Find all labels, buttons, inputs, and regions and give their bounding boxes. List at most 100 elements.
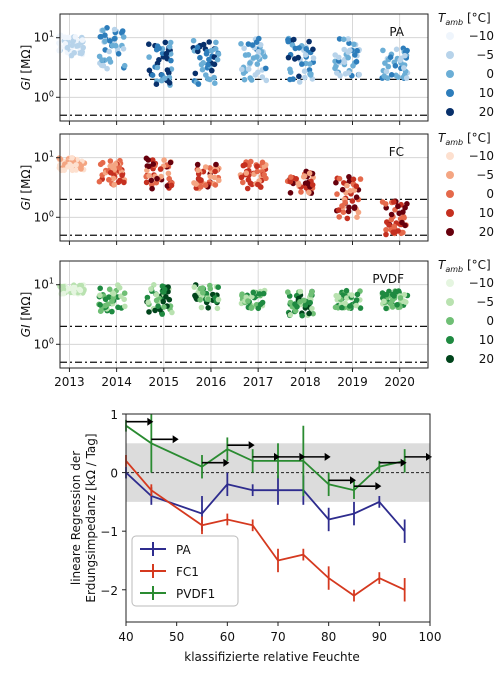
data-point	[287, 312, 294, 318]
data-point	[345, 36, 351, 42]
legend	[131, 535, 239, 607]
data-point	[215, 51, 222, 57]
data-point	[299, 312, 306, 319]
data-point	[70, 284, 77, 291]
data-point	[239, 66, 245, 73]
data-point	[161, 157, 167, 163]
data-point	[169, 309, 175, 316]
y-tick-label: 101	[34, 277, 54, 292]
data-point	[97, 308, 104, 315]
legend-marker	[446, 108, 454, 116]
data-point	[254, 69, 261, 76]
data-point	[116, 165, 123, 171]
data-point	[306, 170, 313, 177]
data-point	[75, 42, 81, 49]
x-tick-label: 2018	[290, 375, 321, 389]
data-point	[209, 67, 215, 74]
data-point	[287, 69, 294, 75]
data-point	[215, 284, 221, 291]
data-point	[349, 292, 355, 298]
data-point	[393, 46, 400, 53]
data-point	[107, 158, 114, 164]
data-point	[292, 45, 299, 52]
arrow-head	[172, 435, 179, 444]
data-point	[293, 176, 300, 182]
data-point	[403, 75, 410, 81]
data-point	[304, 180, 311, 187]
arrow-head	[350, 476, 356, 485]
data-point	[168, 57, 174, 64]
legend-label: PA	[176, 543, 191, 557]
data-point	[240, 179, 246, 186]
legend-label: 20	[479, 225, 494, 239]
data-point	[390, 229, 396, 236]
data-point	[391, 199, 397, 205]
data-point	[143, 155, 150, 162]
data-point	[357, 305, 364, 311]
data-point	[145, 299, 151, 306]
data-point	[245, 52, 252, 58]
data-point	[254, 181, 261, 188]
y-tick-label: −2	[100, 584, 118, 598]
data-point	[262, 53, 268, 60]
data-point	[301, 68, 308, 74]
data-point	[100, 27, 106, 34]
data-point	[212, 80, 218, 86]
y-tick-label: 101	[34, 30, 54, 45]
data-point	[197, 285, 204, 292]
data-point	[115, 304, 121, 311]
data-point	[295, 54, 302, 61]
data-point	[333, 179, 339, 186]
data-point	[167, 39, 174, 46]
data-point	[97, 302, 103, 308]
x-tick-label: 40	[118, 630, 133, 644]
y-tick-label: 100	[34, 209, 54, 224]
data-point	[203, 72, 209, 78]
legend-marker	[446, 152, 454, 160]
y-axis-label: GI [MΩ]	[19, 292, 33, 338]
data-point	[208, 47, 215, 54]
data-point	[119, 28, 126, 34]
data-point	[388, 211, 395, 218]
data-point	[107, 169, 114, 176]
data-point	[73, 167, 79, 173]
data-point	[110, 291, 117, 297]
data-point	[206, 39, 212, 45]
panel-series-label: PVDF	[372, 272, 404, 286]
data-point	[164, 67, 171, 73]
data-point	[197, 297, 203, 303]
data-point	[102, 32, 108, 38]
data-point	[382, 201, 389, 207]
x-tick-label: 2015	[149, 375, 180, 389]
data-point	[387, 54, 394, 60]
data-point	[143, 179, 150, 186]
data-point	[248, 305, 255, 312]
data-point	[309, 182, 316, 188]
data-point	[297, 299, 303, 305]
data-point	[153, 81, 160, 87]
data-point	[195, 81, 202, 87]
data-point	[167, 159, 174, 166]
data-point	[254, 61, 261, 67]
data-point	[249, 42, 256, 48]
data-point	[353, 183, 360, 189]
legend-label: 10	[479, 333, 494, 347]
data-point	[381, 298, 387, 305]
data-point	[259, 159, 266, 166]
legend-label: −5	[476, 48, 494, 62]
data-point	[302, 302, 309, 308]
legend-label: 0	[486, 67, 494, 81]
legend-marker	[446, 355, 454, 363]
data-point	[120, 46, 127, 52]
data-point	[99, 57, 105, 63]
data-point	[207, 76, 213, 83]
data-point	[97, 285, 103, 292]
arrow-head	[274, 452, 280, 461]
data-point	[155, 303, 161, 310]
data-point	[292, 301, 298, 307]
data-point	[353, 302, 360, 309]
arrow-head	[299, 452, 306, 461]
data-point	[296, 73, 302, 80]
data-point	[401, 65, 407, 71]
data-point	[121, 290, 128, 297]
